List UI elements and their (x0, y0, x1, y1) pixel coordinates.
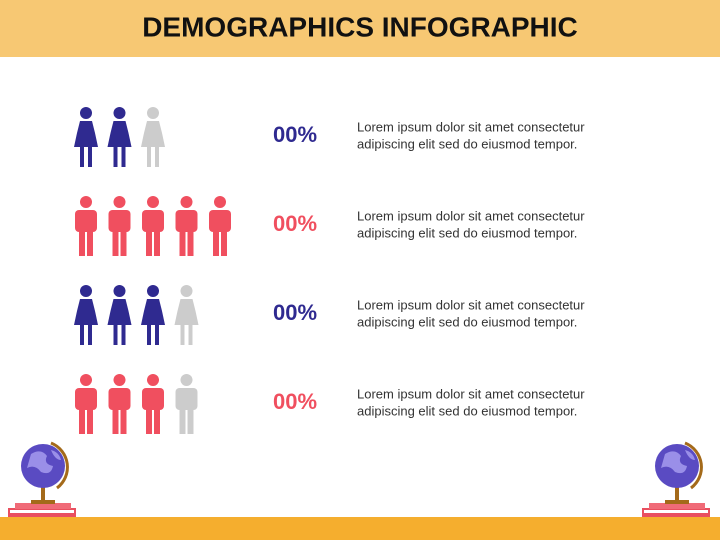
icon-head (180, 374, 193, 386)
icon-leg (147, 325, 151, 345)
icon-head (80, 107, 92, 119)
icon-body (108, 210, 131, 232)
icon-leg (146, 408, 152, 434)
icon-body (174, 299, 199, 325)
percent: 00% (273, 211, 317, 236)
icon-leg (221, 230, 227, 256)
icon-head (147, 196, 159, 208)
title: DEMOGRAPHICS INFOGRAPHIC (142, 11, 578, 42)
icon-leg (88, 147, 92, 167)
icon-head (113, 374, 126, 386)
person-icon (175, 374, 198, 434)
icon-leg (154, 408, 160, 434)
icon-body (142, 210, 164, 232)
icon-body (175, 388, 198, 410)
description: adipiscing elit sed do eiusmod tempor. (357, 225, 577, 240)
person-icon (142, 196, 164, 256)
icon-leg (180, 325, 185, 345)
icon-head (180, 285, 193, 297)
footer-band (0, 517, 720, 540)
person-icon (142, 374, 164, 434)
icon-leg (187, 230, 194, 256)
icon-body (141, 299, 165, 325)
icon-body (209, 210, 231, 232)
person-icon (108, 374, 131, 434)
icon-body (107, 121, 132, 147)
person-icon (74, 285, 98, 345)
icon-body (141, 121, 165, 147)
icon-leg (179, 230, 186, 256)
icon-leg (120, 230, 127, 256)
description: Lorem ipsum dolor sit amet consectetur (357, 386, 585, 401)
icon-body (175, 210, 198, 232)
icon-leg (179, 408, 186, 434)
description: Lorem ipsum dolor sit amet consectetur (357, 119, 585, 134)
icon-leg (147, 147, 151, 167)
icon-leg (121, 325, 126, 345)
person-icon (209, 196, 231, 256)
icon-leg (154, 230, 160, 256)
icon-head (80, 285, 92, 297)
icon-leg (87, 408, 93, 434)
person-icon (107, 285, 132, 345)
icon-leg (155, 147, 159, 167)
globe-right (642, 441, 710, 517)
percent: 00% (273, 300, 317, 325)
icon-body (107, 299, 132, 325)
icon-leg (188, 325, 193, 345)
person-icon (74, 107, 98, 167)
icon-body (74, 299, 98, 325)
icon-head (80, 374, 92, 386)
globe-left (8, 441, 76, 517)
icon-leg (155, 325, 159, 345)
icon-leg (88, 325, 92, 345)
person-icon (75, 374, 97, 434)
icon-leg (80, 325, 84, 345)
icon-head (180, 196, 193, 208)
icon-head (113, 285, 126, 297)
percent: 00% (273, 389, 317, 414)
person-icon (107, 107, 132, 167)
icon-leg (187, 408, 194, 434)
icon-leg (112, 230, 119, 256)
icon-leg (87, 230, 93, 256)
icon-leg (113, 147, 118, 167)
icon-leg (146, 230, 152, 256)
icon-leg (80, 147, 84, 167)
icon-body (108, 388, 131, 410)
description: adipiscing elit sed do eiusmod tempor. (357, 136, 577, 151)
icon-head (147, 285, 159, 297)
icon-head (214, 196, 226, 208)
icon-body (75, 388, 97, 410)
person-icon (141, 107, 165, 167)
description: Lorem ipsum dolor sit amet consectetur (357, 297, 585, 312)
description: adipiscing elit sed do eiusmod tempor. (357, 314, 577, 329)
icon-head (147, 374, 159, 386)
icon-head (147, 107, 159, 119)
percent: 00% (273, 122, 317, 147)
icon-body (75, 210, 97, 232)
icon-head (113, 196, 126, 208)
description: Lorem ipsum dolor sit amet consectetur (357, 208, 585, 223)
header-band (0, 0, 720, 57)
person-icon (174, 285, 199, 345)
icon-body (74, 121, 98, 147)
person-icon (108, 196, 131, 256)
icon-body (142, 388, 164, 410)
icon-leg (79, 408, 85, 434)
icon-head (80, 196, 92, 208)
icon-leg (79, 230, 85, 256)
icon-leg (120, 408, 127, 434)
person-icon (141, 285, 165, 345)
description: adipiscing elit sed do eiusmod tempor. (357, 403, 577, 418)
person-icon (175, 196, 198, 256)
icon-leg (113, 325, 118, 345)
icon-head (113, 107, 126, 119)
icon-leg (112, 408, 119, 434)
icon-leg (213, 230, 219, 256)
icon-leg (121, 147, 126, 167)
person-icon (75, 196, 97, 256)
